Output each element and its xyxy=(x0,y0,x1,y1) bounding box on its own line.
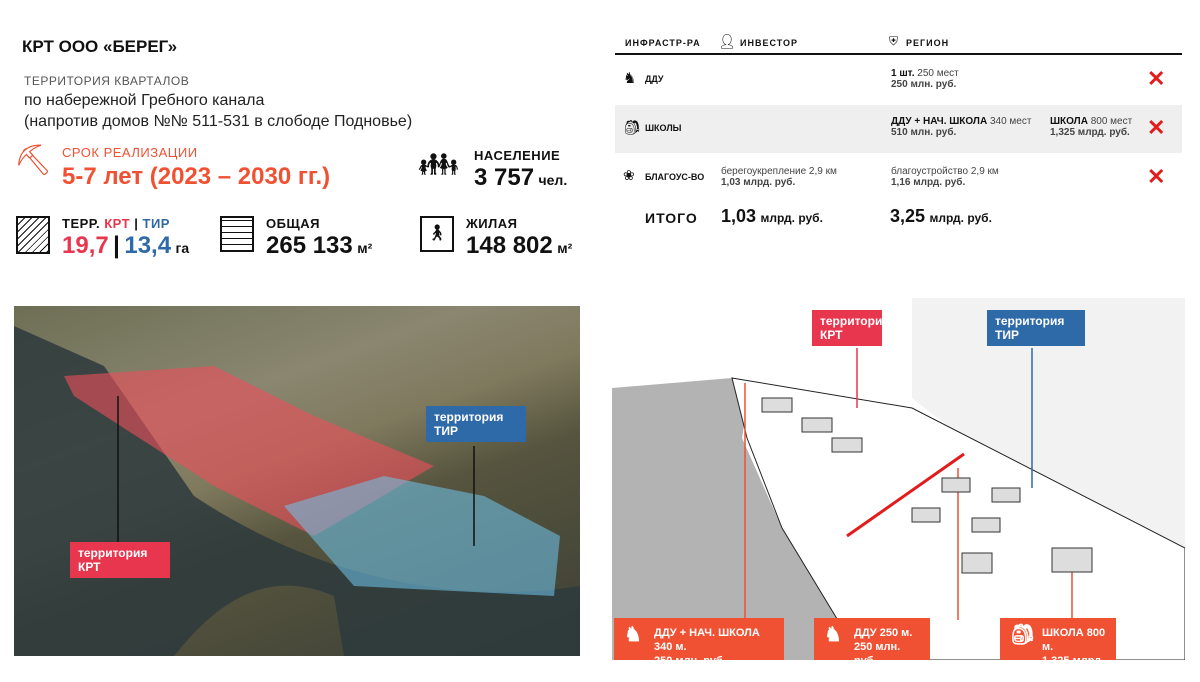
table-row: ♞ ДДУ 1 шт. 250 мест 250 млн. руб. ✕ xyxy=(615,60,1182,102)
living-area: 148 802 м² xyxy=(466,232,572,260)
landscaping-icon: ❀ xyxy=(623,167,635,183)
region-cost: 510 млн. руб. xyxy=(891,127,957,138)
aerial-overlay xyxy=(14,326,580,656)
subtitle: по набережной Гребного канала (напротив д… xyxy=(24,90,412,132)
callout-title: ШКОЛА 800 м. xyxy=(1042,627,1106,653)
territory-label: ТЕРР. КРТ | ТИР xyxy=(62,216,170,231)
subtitle-line1: по набережной Гребного канала xyxy=(24,92,265,109)
aerial-photo: территория ТИР территория КРТ xyxy=(14,306,580,656)
region-bold: ШКОЛА xyxy=(1050,116,1088,127)
living-icon: 🚶︎ xyxy=(420,216,454,252)
header-region: РЕГИОН xyxy=(906,38,950,48)
subtitle-caps: ТЕРРИТОРИЯ КВАРТАЛОВ xyxy=(24,74,190,88)
living-area-value: 148 802 xyxy=(466,232,553,259)
total-label: ИТОГО xyxy=(645,210,698,226)
separator: | xyxy=(113,232,120,259)
rocking-horse-icon: ♞ xyxy=(623,70,637,87)
rocking-horse-icon: ♞ xyxy=(624,624,642,646)
callout-title: ДДУ + НАЧ. ШКОЛА 340 м. xyxy=(654,627,760,653)
investor-icon: 👤︎ xyxy=(718,33,736,49)
status-x-icon: ✕ xyxy=(1147,164,1166,189)
krt-label: КРТ xyxy=(104,216,131,231)
krt-value: 19,7 xyxy=(62,232,109,259)
backpack-icon: 🎒︎ xyxy=(1010,624,1036,646)
region-detail: благоустройство 2,9 км xyxy=(891,166,999,177)
total-investor-unit: млрд. руб. xyxy=(760,211,823,225)
row-label: БЛАГОУС-ВО xyxy=(645,172,705,182)
callout-cost: 250 млн. руб. xyxy=(854,641,901,667)
region-detail: 340 мест xyxy=(989,116,1032,127)
backpack-icon: 🎒︎ xyxy=(623,119,641,135)
territory-values: 19,7 | 13,4 га xyxy=(62,232,189,260)
callout-ddu: ♞ ДДУ 250 м. 250 млн. руб. xyxy=(814,618,930,667)
population-label: НАСЕЛЕНИЕ xyxy=(474,148,561,163)
callout-title: ДДУ 250 м. xyxy=(854,627,913,639)
investor-detail: берегоукрепление 2,9 км xyxy=(721,166,837,177)
total-area-label: ОБЩАЯ xyxy=(266,216,320,231)
crane-icon: ⛏ xyxy=(14,144,53,177)
krt-photo-label: территория КРТ xyxy=(70,542,170,578)
page-title: КРТ ООО «БЕРЕГ» xyxy=(22,37,178,56)
total-investor-value: 1,03 xyxy=(721,206,757,226)
tir-value: 13,4 xyxy=(124,232,172,259)
term-value: 5-7 лет (2023 – 2030 гг.) xyxy=(62,163,331,190)
row-label: ШКОЛЫ xyxy=(645,123,682,133)
total-area-unit: м² xyxy=(357,240,373,256)
territory-unit: га xyxy=(175,240,190,256)
table-row: 🎒︎ ШКОЛЫ ДДУ + НАЧ. ШКОЛА 340 мест 510 мл… xyxy=(615,105,1182,153)
tir-scheme-label: территория ТИР xyxy=(987,310,1085,346)
site-scheme: территория КРТ территория ТИР xyxy=(612,298,1185,660)
floorplan-icon xyxy=(220,216,254,252)
total-area-value: 265 133 xyxy=(266,232,353,259)
header-investor: ИНВЕСТОР xyxy=(740,38,799,48)
population-value: 3 757 xyxy=(474,164,535,191)
total-investor: 1,03 млрд. руб. xyxy=(721,206,823,227)
total-region-unit: млрд. руб. xyxy=(929,211,992,225)
investor-cost: 1,03 млрд. руб. xyxy=(721,177,796,188)
region-emblem-icon: ⛨ xyxy=(889,34,899,48)
living-area-label: ЖИЛАЯ xyxy=(466,216,518,231)
callout-cost: 1,325 млрд. руб. xyxy=(1042,655,1105,681)
separator: | xyxy=(134,216,139,231)
population: 3 757 чел. xyxy=(474,164,567,192)
region-cost: 1,325 млрд. руб. xyxy=(1050,127,1130,138)
population-unit: чел. xyxy=(538,172,568,188)
status-x-icon: ✕ xyxy=(1147,66,1166,91)
region-detail: 800 мест xyxy=(1090,116,1133,127)
header-infra: ИНФРАСТР-РА xyxy=(625,38,701,48)
table-row: ❀ БЛАГОУС-ВО берегоукрепление 2,9 км 1,03… xyxy=(615,158,1182,200)
region-cost: 1,16 млрд. руб. xyxy=(891,177,966,188)
total-region: 3,25 млрд. руб. xyxy=(890,206,992,227)
total-region-value: 3,25 xyxy=(890,206,926,226)
term-label: СРОК РЕАЛИЗАЦИИ xyxy=(62,145,198,160)
total-area: 265 133 м² xyxy=(266,232,372,260)
callout-cost: 250 млн. руб. xyxy=(654,655,726,667)
row-label: ДДУ xyxy=(645,74,664,84)
living-area-unit: м² xyxy=(557,240,573,256)
tir-photo-label: территория ТИР xyxy=(426,406,526,442)
header-divider xyxy=(615,53,1182,55)
status-x-icon: ✕ xyxy=(1147,115,1166,140)
territory-label-text: ТЕРР. xyxy=(62,216,101,231)
tir-label: ТИР xyxy=(142,216,170,231)
callout-school: 🎒︎ ШКОЛА 800 м. 1,325 млрд. руб. xyxy=(1000,618,1116,681)
subtitle-line2: (напротив домов №№ 511-531 в слободе Под… xyxy=(24,113,413,130)
region-bold: ДДУ + НАЧ. ШКОЛА xyxy=(891,116,988,127)
krt-scheme-label: территория КРТ xyxy=(812,310,889,346)
plot-icon xyxy=(16,216,50,254)
scheme-drawing xyxy=(612,298,1185,660)
callout-ddu-school: ♞ ДДУ + НАЧ. ШКОЛА 340 м. 250 млн. руб. xyxy=(614,618,784,667)
rocking-horse-icon: ♞ xyxy=(824,624,842,646)
region-bold: 1 шт. xyxy=(891,68,915,79)
family-icon: 👪︎ xyxy=(418,146,459,182)
region-cost: 250 млн. руб. xyxy=(891,79,957,90)
region-detail: 250 мест xyxy=(917,68,959,79)
